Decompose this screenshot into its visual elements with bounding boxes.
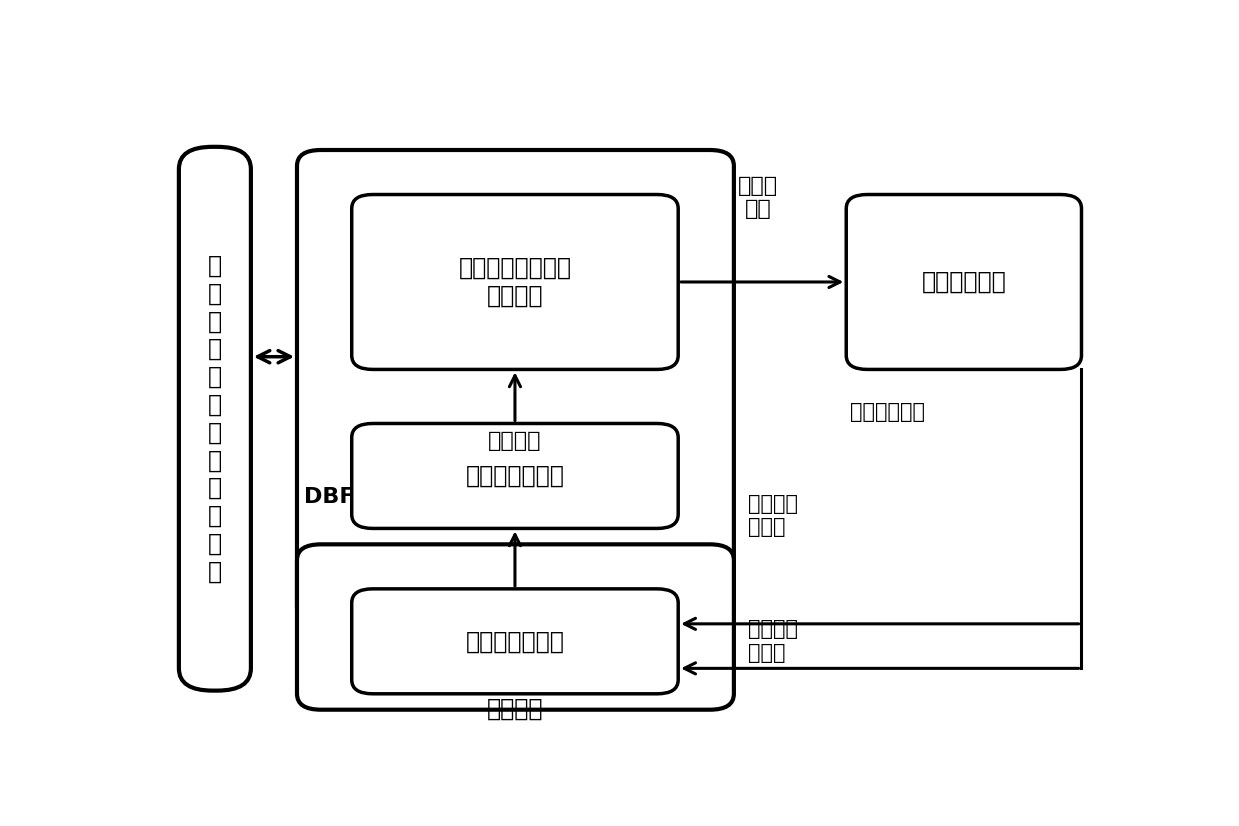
FancyBboxPatch shape xyxy=(297,150,733,624)
Text: 波束电扫描控制: 波束电扫描控制 xyxy=(466,464,565,488)
FancyBboxPatch shape xyxy=(352,424,678,529)
Text: 角跟踪接收机: 角跟踪接收机 xyxy=(850,402,926,422)
FancyBboxPatch shape xyxy=(846,195,1082,369)
Text: 合、差
信号: 合、差 信号 xyxy=(738,176,778,220)
Text: 数字环路滤波器: 数字环路滤波器 xyxy=(466,629,565,653)
Text: 电扫描合、差波束
信号形成: 电扫描合、差波束 信号形成 xyxy=(458,256,571,308)
Text: DBF: DBF xyxy=(304,487,354,506)
Text: 波束指向: 波束指向 xyxy=(488,431,541,451)
Text: 方位维误
差电压: 方位维误 差电压 xyxy=(748,494,798,538)
Text: 波控单元: 波控单元 xyxy=(487,697,543,721)
FancyBboxPatch shape xyxy=(352,195,678,369)
FancyBboxPatch shape xyxy=(178,147,250,691)
FancyBboxPatch shape xyxy=(352,589,678,694)
Text: 相
控
阵
天
线
阵
面
与
射
频
前
端: 相 控 阵 天 线 阵 面 与 射 频 前 端 xyxy=(208,254,222,584)
Text: 俯仰维误
差电压: 俯仰维误 差电压 xyxy=(748,620,798,662)
FancyBboxPatch shape xyxy=(297,544,733,710)
Text: 角度误差解调: 角度误差解调 xyxy=(922,270,1006,294)
